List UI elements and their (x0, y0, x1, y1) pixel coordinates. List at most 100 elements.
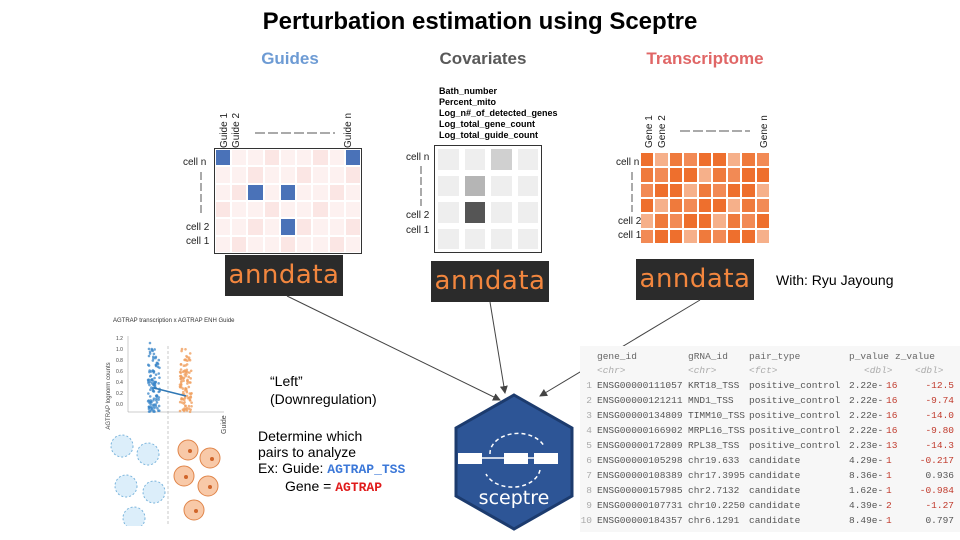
plot-ytick-label: 0.6 (116, 369, 123, 375)
plot-point-perturbed (187, 407, 191, 410)
transcriptome-matrix-cell (684, 199, 697, 213)
plot-point-control (157, 358, 161, 362)
guide-prefix: Ex: Guide: (258, 460, 328, 476)
transcriptome-matrix-cell (742, 214, 755, 228)
plot-point-perturbed (187, 375, 190, 379)
cell-perturbed-nucleus (208, 485, 212, 489)
guide-matrix-cell (248, 150, 263, 166)
col-header-gene-id: gene_id (597, 351, 637, 362)
guide-matrix-cell (264, 219, 279, 235)
guide-matrix-cell (264, 236, 279, 252)
col-type-p-value: <dbl> (864, 365, 893, 376)
transcriptome-matrix-cell (669, 153, 683, 167)
covariate-matrix-cell (464, 175, 485, 196)
guide-matrix-cell (248, 184, 263, 200)
transcriptome-heading: Transcriptome (646, 49, 764, 68)
plot-point-control (156, 365, 160, 369)
p-value-exponent: 16 (886, 380, 898, 391)
transcriptome-matrix-cell (727, 214, 741, 228)
plot-point-control (153, 376, 156, 380)
transcriptome-matrix-cell (641, 199, 654, 213)
plot-point-control (148, 352, 152, 355)
guide-matrix-cell (248, 167, 263, 183)
plot-point-perturbed (180, 349, 183, 353)
guide-matrix-cell (264, 202, 279, 218)
guide-matrix-cell (297, 219, 312, 235)
plot-point-control (147, 354, 151, 358)
plot-point-control (151, 349, 154, 353)
cov-row-cell-2: cell 2 (406, 210, 430, 221)
z-value-cell: -9.80 (925, 425, 954, 436)
plot-point-perturbed (183, 401, 186, 404)
arrow-covariates-to-sceptre (489, 301, 508, 394)
z-value-cell: -9.74 (925, 395, 954, 406)
plot-point-control (152, 371, 156, 374)
sceptre-logo-text: sceptre (479, 487, 550, 509)
table-row: 10 ENSG00000184357 chr6.1291 candidate 8.49e… (580, 515, 960, 530)
cov-row-ellipsis (420, 166, 422, 206)
guide-matrix-cell (232, 150, 247, 166)
guide-matrix-cell (248, 219, 263, 235)
p-value-mantissa: 4.39e- (849, 500, 884, 511)
left-annotation-line1: “Left” (270, 373, 303, 389)
p-value-exponent: 2 (886, 500, 892, 511)
plot-ytick-label: 0.0 (116, 402, 123, 408)
guide-matrix-cell (329, 184, 344, 200)
transcriptome-matrix-cell (713, 199, 726, 213)
plot-point-perturbed (188, 352, 192, 355)
p-value-exponent: 13 (886, 440, 898, 451)
covariate-item: Bath_number (439, 86, 498, 96)
covariate-matrix-cell (438, 228, 459, 249)
row-number: 2 (586, 395, 592, 406)
covariate-matrix-cell (491, 202, 512, 223)
cell-control (114, 474, 138, 498)
transcriptome-matrix-cell (655, 229, 668, 243)
p-value-mantissa: 8.49e- (849, 515, 884, 526)
guide-matrix-cell (329, 202, 344, 218)
covariate-matrix-cell (438, 149, 459, 170)
plot-point-control (152, 352, 156, 356)
guide-matrix-cell (313, 202, 328, 218)
guide-matrix-cell (280, 150, 296, 166)
guide-matrix-cell (313, 167, 328, 183)
p-value-mantissa: 4.29e- (849, 455, 884, 466)
transcriptome-matrix-cell (698, 168, 712, 182)
z-value-cell: 0.936 (925, 470, 954, 481)
determine-text: Determine which pairs to analyze Ex: Gui… (258, 428, 405, 496)
guide-matrix-cell (232, 219, 247, 235)
covariate-matrix-cell (464, 202, 485, 223)
transcriptome-matrix-cell (641, 153, 654, 167)
plot-point-control (152, 397, 156, 400)
plot-point-control (151, 387, 155, 391)
pair-type-cell: positive_control (749, 395, 841, 406)
plot-ytick-label: 0.2 (116, 391, 123, 397)
transcriptome-matrix-cell (727, 153, 741, 167)
plot-point-perturbed (179, 383, 183, 386)
plot-point-perturbed (181, 408, 185, 411)
covariate-item: Log_n#_of_detected_genes (439, 108, 558, 118)
p-value-mantissa: 2.22e- (849, 425, 884, 436)
gene-example: AGTRAP (335, 480, 383, 495)
p-value-exponent: 16 (886, 410, 898, 421)
col-header-z-value: z_value (895, 351, 935, 362)
guide-matrix-cell (216, 202, 231, 218)
grna-id-cell: chr10.2250 (688, 500, 746, 511)
plot-point-control (149, 388, 152, 392)
guides-row-cell-1: cell 1 (186, 236, 210, 247)
cell-perturbed-nucleus (188, 449, 192, 453)
guide-matrix-cell (280, 167, 296, 183)
col-type-gene-id: <chr> (597, 365, 626, 376)
plot-point-control (157, 372, 161, 375)
plot-point-perturbed (184, 388, 187, 392)
plot-point-control (148, 374, 152, 378)
covariate-matrix-cell (517, 228, 538, 249)
table-row: 2 ENSG00000121211 MND1_TSS positive_control… (580, 395, 960, 410)
transcriptome-matrix-cell (684, 214, 697, 228)
plot-point-perturbed (178, 409, 182, 413)
transcriptome-matrix-cell (684, 153, 697, 167)
cell-control (142, 480, 166, 504)
transcriptome-matrix-cell (698, 183, 712, 197)
plot-point-control (155, 397, 158, 400)
plot-point-perturbed (190, 404, 193, 408)
covariate-item: Log_total_guide_count (439, 130, 538, 140)
